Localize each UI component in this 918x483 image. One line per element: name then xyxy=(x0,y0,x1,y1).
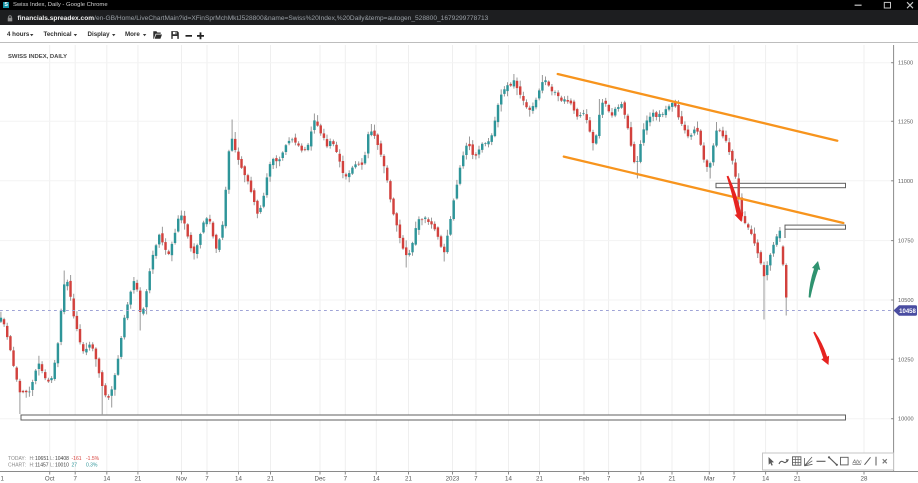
svg-text:14: 14 xyxy=(505,475,512,482)
svg-text:Feb: Feb xyxy=(579,475,590,482)
svg-text:11000: 11000 xyxy=(898,178,913,184)
svg-text:11457: 11457 xyxy=(35,462,49,468)
svg-text:14: 14 xyxy=(762,475,769,482)
svg-text:Abc: Abc xyxy=(852,459,863,465)
svg-text:Oct: Oct xyxy=(45,475,55,482)
svg-text:28: 28 xyxy=(861,475,868,482)
svg-text:7: 7 xyxy=(607,475,611,482)
svg-text:H:: H: xyxy=(30,456,35,462)
svg-text:21: 21 xyxy=(267,475,274,482)
svg-text:Mar: Mar xyxy=(704,475,715,482)
svg-text:L:: L: xyxy=(50,456,54,462)
svg-text:7: 7 xyxy=(732,475,736,482)
svg-text:14: 14 xyxy=(235,475,242,482)
svg-text:TODAY:: TODAY: xyxy=(8,456,26,462)
svg-text:CHART:: CHART: xyxy=(8,462,26,468)
svg-text:21: 21 xyxy=(405,475,412,482)
svg-text:10651: 10651 xyxy=(35,456,49,462)
svg-text:7: 7 xyxy=(205,475,209,482)
svg-text:14: 14 xyxy=(637,475,644,482)
svg-text:-161: -161 xyxy=(72,456,82,462)
svg-text:7: 7 xyxy=(73,475,77,482)
svg-text:10458: 10458 xyxy=(899,308,916,314)
svg-text:7: 7 xyxy=(344,475,348,482)
svg-text:21: 21 xyxy=(669,475,676,482)
svg-text:SWISS INDEX, DAILY: SWISS INDEX, DAILY xyxy=(8,54,67,60)
svg-text:Nov: Nov xyxy=(176,475,188,482)
svg-text:10010: 10010 xyxy=(55,462,69,468)
svg-text:27: 27 xyxy=(72,462,78,468)
svg-text:0.3%: 0.3% xyxy=(86,462,98,468)
svg-text:14: 14 xyxy=(373,475,380,482)
svg-text:21: 21 xyxy=(134,475,141,482)
svg-text:11250: 11250 xyxy=(898,119,913,125)
svg-text:L:: L: xyxy=(50,462,54,468)
svg-text:10750: 10750 xyxy=(898,238,914,244)
svg-text:2023: 2023 xyxy=(446,475,460,482)
svg-text:11500: 11500 xyxy=(898,60,913,66)
svg-text:7: 7 xyxy=(474,475,478,482)
svg-text:10408: 10408 xyxy=(55,456,69,462)
svg-text:Dec: Dec xyxy=(314,475,325,482)
svg-text:H:: H: xyxy=(30,462,35,468)
svg-text:-1.5%: -1.5% xyxy=(86,456,100,462)
svg-text:21: 21 xyxy=(536,475,543,482)
svg-text:21: 21 xyxy=(794,475,801,482)
svg-text:10000: 10000 xyxy=(898,416,914,422)
svg-text:14: 14 xyxy=(103,475,110,482)
svg-text:10500: 10500 xyxy=(898,298,914,304)
svg-text:10250: 10250 xyxy=(898,357,914,363)
svg-text:1: 1 xyxy=(1,475,5,482)
